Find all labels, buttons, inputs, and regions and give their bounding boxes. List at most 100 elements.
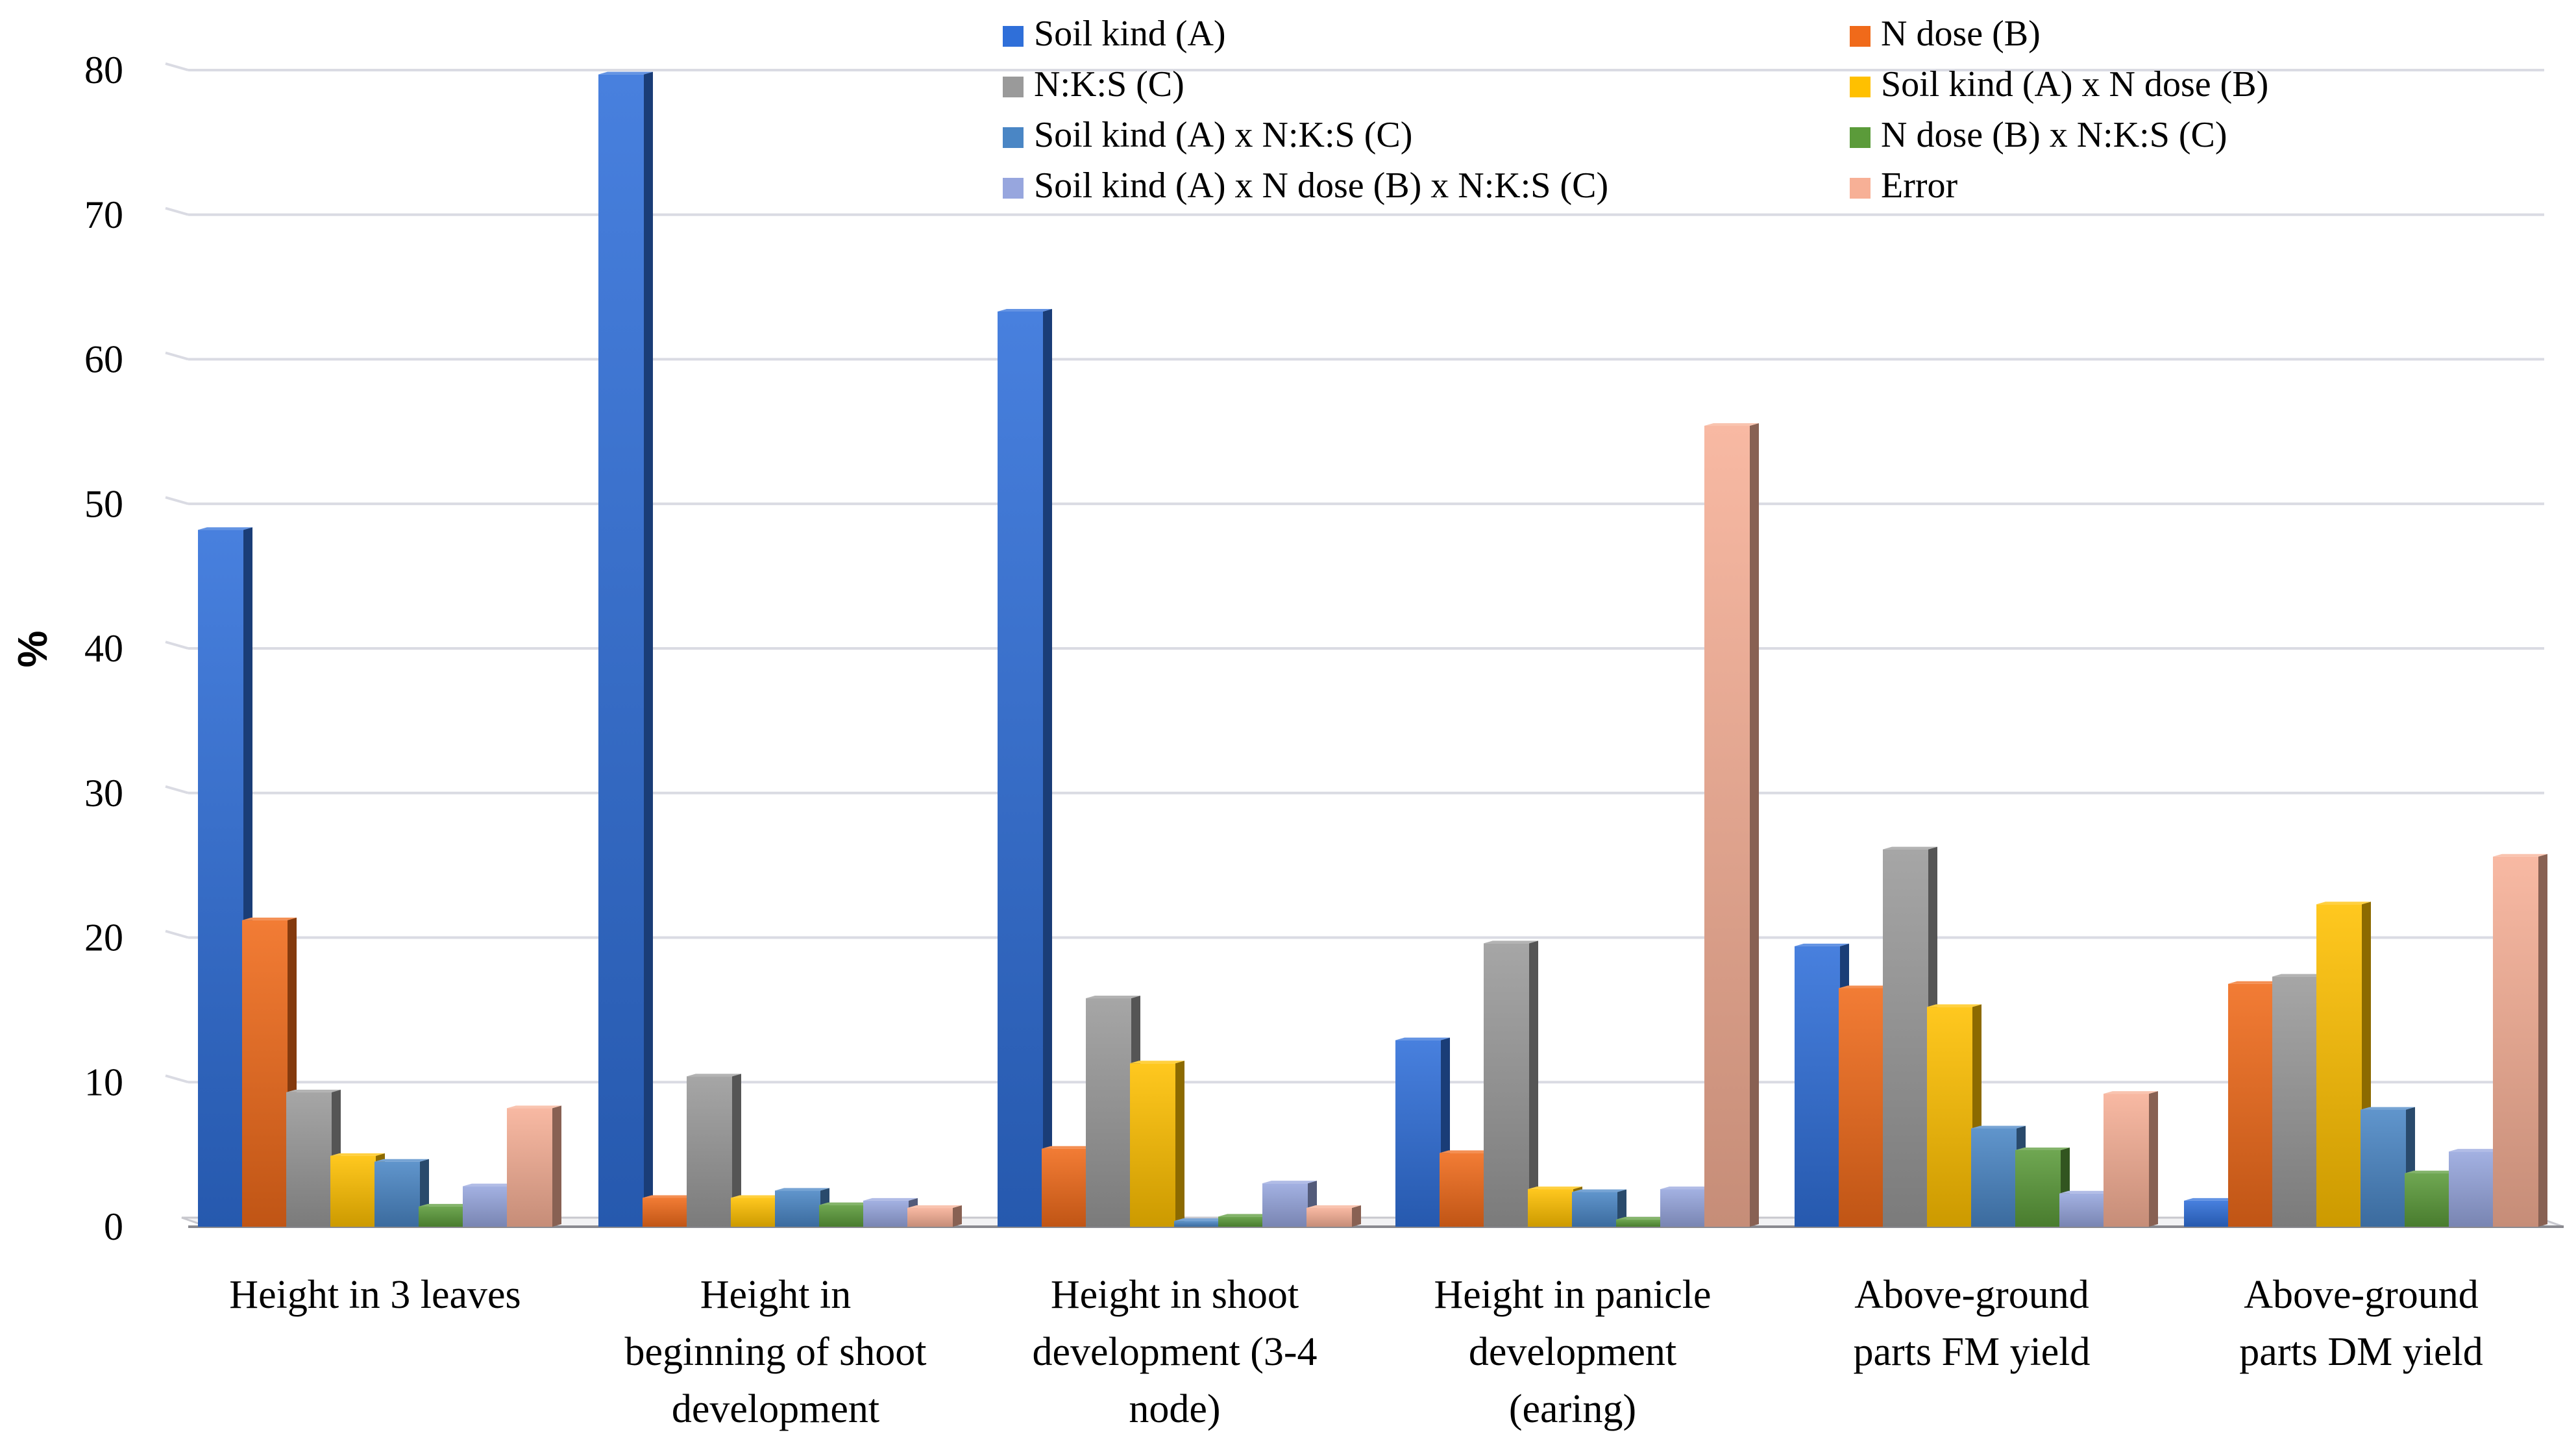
gridline-tick: [165, 929, 189, 939]
y-tick-label: 50: [84, 482, 123, 525]
legend-swatch: [1003, 26, 1024, 47]
bar-front: [2493, 856, 2538, 1227]
bar-front: [1927, 1007, 1972, 1227]
bar-8-cat-4: [1704, 423, 1759, 1227]
legend-swatch: [1850, 127, 1871, 148]
bar-top: [2059, 1190, 2114, 1194]
bar-top: [374, 1159, 429, 1162]
legend-item: Soil kind (A) x N:K:S (C): [1003, 115, 1412, 155]
bar-4-cat-3: [1130, 1061, 1184, 1227]
bar-top: [2449, 1149, 2503, 1152]
legend-swatch: [1850, 178, 1871, 199]
bar-1-cat-2: [598, 71, 653, 1227]
bar-front: [775, 1190, 820, 1227]
bar-top: [242, 917, 297, 920]
bar-top: [1174, 1218, 1229, 1222]
bar-top: [1306, 1205, 1361, 1209]
bar-top: [1704, 423, 1759, 426]
y-tick-label: 40: [84, 627, 123, 670]
bar-4-cat-6: [2316, 902, 2371, 1227]
bar-front: [1440, 1153, 1485, 1227]
legend-label: Soil kind (A) x N:K:S (C): [1034, 115, 1412, 155]
legend-item: N dose (B): [1850, 14, 2041, 54]
bar-top: [1971, 1125, 2026, 1129]
legend-item: N:K:S (C): [1003, 64, 1184, 104]
bar-front: [2059, 1193, 2105, 1227]
bar-front: [2272, 976, 2318, 1227]
bar-8-cat-1: [507, 1105, 561, 1227]
bar-front: [731, 1198, 776, 1227]
bar-top: [330, 1153, 385, 1156]
bar-front: [2316, 904, 2362, 1227]
y-tick-label: 70: [84, 193, 123, 236]
y-tick-label: 80: [84, 49, 123, 92]
bar-front: [1484, 943, 1529, 1227]
bar-front: [2015, 1149, 2061, 1227]
bar-front: [2449, 1151, 2494, 1227]
bar-8-cat-5: [2104, 1091, 2158, 1227]
legend-label: Soil kind (A) x N dose (B) x N:K:S (C): [1034, 166, 1608, 206]
bar-front: [286, 1092, 332, 1227]
bar-top: [463, 1183, 517, 1186]
legend-label: Soil kind (A) x N dose (B): [1881, 64, 2268, 104]
bar-top: [1484, 940, 1538, 944]
bar-front: [330, 1155, 376, 1227]
bar-front: [1795, 946, 1840, 1227]
bar-front: [1262, 1183, 1308, 1227]
gridline-tick: [165, 351, 189, 361]
bar-top: [1262, 1181, 1317, 1184]
bar-top: [819, 1202, 874, 1205]
x-category-label: Height in shoot development (3-4 node): [1032, 1273, 1317, 1431]
bar-front: [2104, 1094, 2149, 1227]
bar-front: [819, 1205, 865, 1227]
bar-top: [2184, 1198, 2239, 1201]
bar-8-cat-2: [907, 1205, 962, 1227]
bar-top: [2272, 974, 2327, 977]
bar-5-cat-6: [2361, 1107, 2415, 1227]
bar-top: [1130, 1061, 1184, 1064]
bar-front: [419, 1206, 464, 1227]
bar-top: [687, 1074, 741, 1077]
bar-side: [1750, 423, 1759, 1227]
x-category-label: Height in 3 leaves: [229, 1273, 521, 1317]
grid-lines: [165, 62, 2544, 1084]
legend-swatch: [1850, 26, 1871, 47]
gridline-tick: [165, 62, 189, 71]
bar-front: [374, 1161, 420, 1227]
bar-top: [2493, 854, 2547, 857]
gridline-tick: [165, 1074, 189, 1084]
legend-item: Error: [1850, 166, 1958, 206]
bars: [198, 71, 2547, 1227]
legend-item: Soil kind (A): [1003, 14, 1226, 54]
legend-swatch: [1003, 77, 1024, 97]
bar-top: [507, 1105, 561, 1109]
bar-8-cat-3: [1306, 1205, 1361, 1227]
bar-side: [2149, 1091, 2158, 1227]
bar-front: [1306, 1208, 1352, 1227]
gridline-tick: [165, 641, 189, 650]
bar-front: [1971, 1128, 2017, 1227]
x-axis-labels: Height in 3 leaves Height in beginning of …: [229, 1273, 2483, 1431]
bar-front: [2228, 983, 2274, 1227]
bar-front: [1042, 1148, 1087, 1227]
bar-front: [507, 1108, 552, 1227]
bar-top: [286, 1089, 341, 1092]
y-tick-label: 60: [84, 338, 123, 381]
legend-item: N dose (B) x N:K:S (C): [1850, 115, 2227, 155]
bar-front: [1086, 998, 1131, 1227]
bar-top: [1839, 985, 1893, 989]
bar-front: [1660, 1189, 1706, 1227]
bar-top: [2361, 1107, 2415, 1110]
bar-5-cat-1: [374, 1159, 429, 1227]
bar-front: [1218, 1216, 1264, 1227]
bar-top: [598, 71, 653, 75]
y-axis-title: %: [9, 631, 56, 668]
bar-front: [1130, 1063, 1175, 1227]
bar-front: [1528, 1189, 1573, 1227]
bar-side: [644, 71, 653, 1227]
bar-front: [643, 1198, 688, 1227]
y-tick-label: 20: [84, 916, 123, 959]
bar-top: [1218, 1214, 1273, 1217]
bar-3-cat-4: [1484, 940, 1538, 1227]
